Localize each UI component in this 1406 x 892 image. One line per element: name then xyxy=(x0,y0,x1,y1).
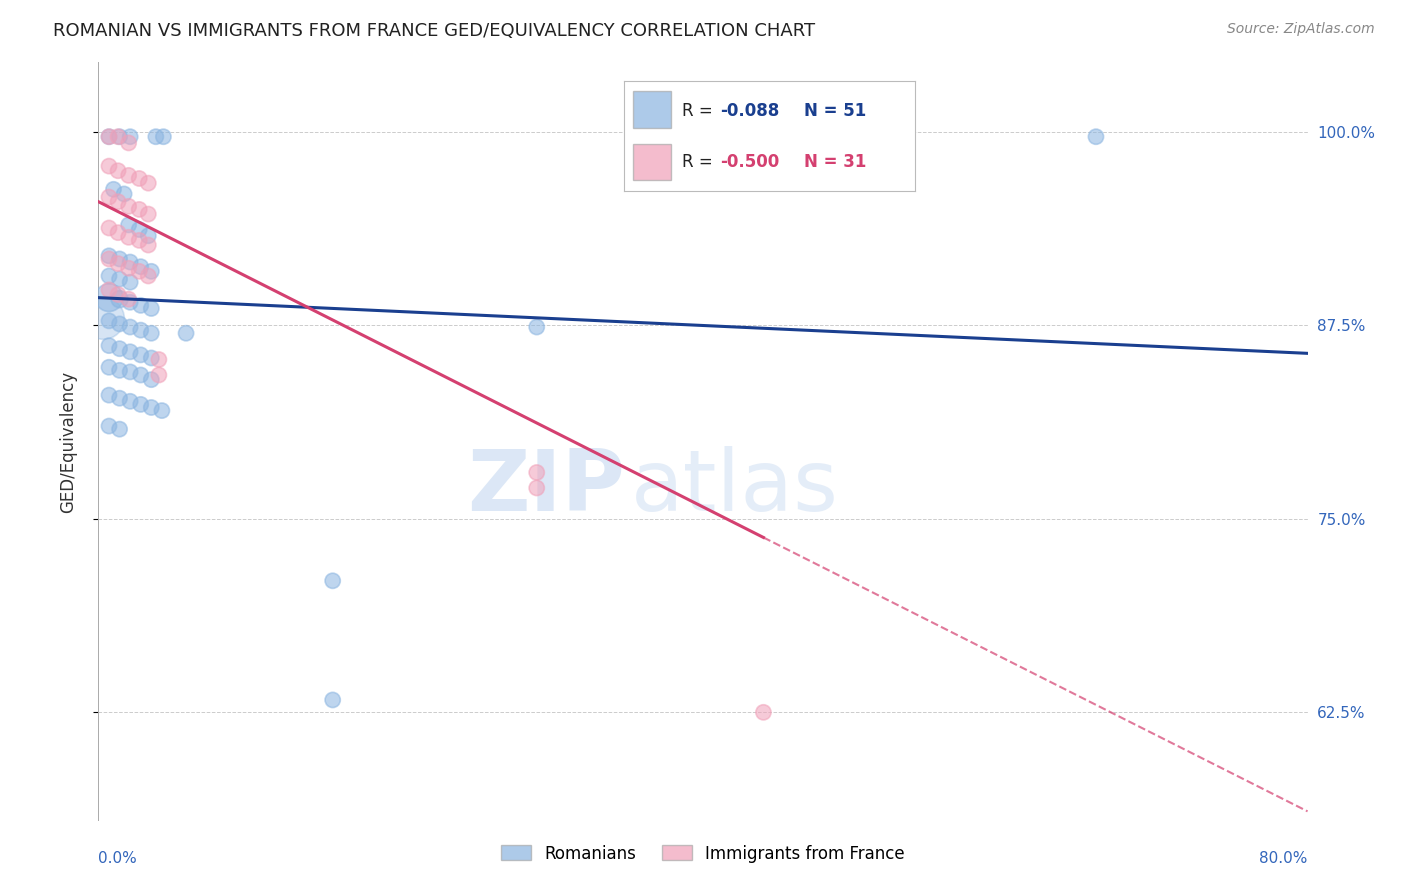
Point xyxy=(128,222,150,236)
Point xyxy=(118,218,141,232)
Point xyxy=(129,298,152,312)
Point xyxy=(108,272,131,286)
Point xyxy=(118,261,141,276)
Point xyxy=(120,394,142,409)
Point xyxy=(91,310,114,325)
Point xyxy=(108,422,131,436)
Point xyxy=(108,292,131,306)
Point xyxy=(322,693,344,707)
Point xyxy=(108,129,131,144)
Point xyxy=(120,344,142,359)
Point xyxy=(108,391,131,405)
Text: ZIP: ZIP xyxy=(467,445,624,529)
Point xyxy=(136,176,159,190)
Point xyxy=(141,326,163,341)
Point xyxy=(128,264,150,278)
Point xyxy=(136,228,159,243)
Point xyxy=(103,182,125,196)
Point xyxy=(98,190,121,204)
Point xyxy=(98,129,121,144)
Point xyxy=(128,233,150,247)
Point xyxy=(150,403,173,417)
Point xyxy=(98,338,121,352)
Point xyxy=(141,264,163,278)
Point xyxy=(107,129,129,144)
Point xyxy=(98,249,121,263)
Point xyxy=(120,255,142,269)
Point xyxy=(98,388,121,402)
Point xyxy=(136,268,159,283)
Point xyxy=(174,326,197,341)
Point xyxy=(148,368,170,382)
Point xyxy=(129,348,152,362)
Point xyxy=(98,159,121,173)
Point xyxy=(98,129,121,144)
Point xyxy=(141,301,163,316)
Point xyxy=(1085,129,1108,144)
Point xyxy=(141,351,163,365)
Text: ROMANIAN VS IMMIGRANTS FROM FRANCE GED/EQUIVALENCY CORRELATION CHART: ROMANIAN VS IMMIGRANTS FROM FRANCE GED/E… xyxy=(53,22,815,40)
Point xyxy=(108,363,131,377)
Point xyxy=(141,401,163,415)
Point xyxy=(526,320,548,334)
Point xyxy=(118,136,141,150)
Point xyxy=(112,186,135,201)
Point xyxy=(108,342,131,356)
Point xyxy=(107,287,129,301)
Point xyxy=(141,373,163,387)
Y-axis label: GED/Equivalency: GED/Equivalency xyxy=(59,370,77,513)
Point xyxy=(98,360,121,375)
Point xyxy=(98,252,121,266)
Legend: Romanians, Immigrants from France: Romanians, Immigrants from France xyxy=(495,838,911,869)
Point xyxy=(129,397,152,411)
Text: atlas: atlas xyxy=(630,445,838,529)
Point xyxy=(136,238,159,252)
Point xyxy=(107,226,129,240)
Point xyxy=(752,706,775,720)
Point xyxy=(108,252,131,266)
Point xyxy=(152,129,174,144)
Point xyxy=(98,314,121,328)
Point xyxy=(120,129,142,144)
Point xyxy=(98,283,121,297)
Point xyxy=(118,199,141,213)
Point xyxy=(98,221,121,235)
Point xyxy=(98,268,121,283)
Point xyxy=(107,163,129,178)
Point xyxy=(120,320,142,334)
Point xyxy=(118,169,141,183)
Point xyxy=(322,574,344,588)
Point xyxy=(526,481,548,495)
Point xyxy=(107,257,129,271)
Point xyxy=(98,291,121,305)
Text: 0.0%: 0.0% xyxy=(98,851,138,866)
Point xyxy=(129,260,152,274)
Point xyxy=(120,295,142,310)
Point xyxy=(148,352,170,367)
Point xyxy=(98,419,121,434)
Point xyxy=(136,207,159,221)
Point xyxy=(118,230,141,244)
Point xyxy=(526,466,548,480)
Text: Source: ZipAtlas.com: Source: ZipAtlas.com xyxy=(1227,22,1375,37)
Point xyxy=(128,171,150,186)
Point xyxy=(120,275,142,289)
Point xyxy=(129,368,152,382)
Point xyxy=(107,194,129,209)
Point xyxy=(145,129,167,144)
Point xyxy=(129,323,152,337)
Point xyxy=(128,202,150,217)
Point xyxy=(118,292,141,306)
Point xyxy=(120,365,142,379)
Text: 80.0%: 80.0% xyxy=(1260,851,1308,866)
Point xyxy=(108,317,131,331)
